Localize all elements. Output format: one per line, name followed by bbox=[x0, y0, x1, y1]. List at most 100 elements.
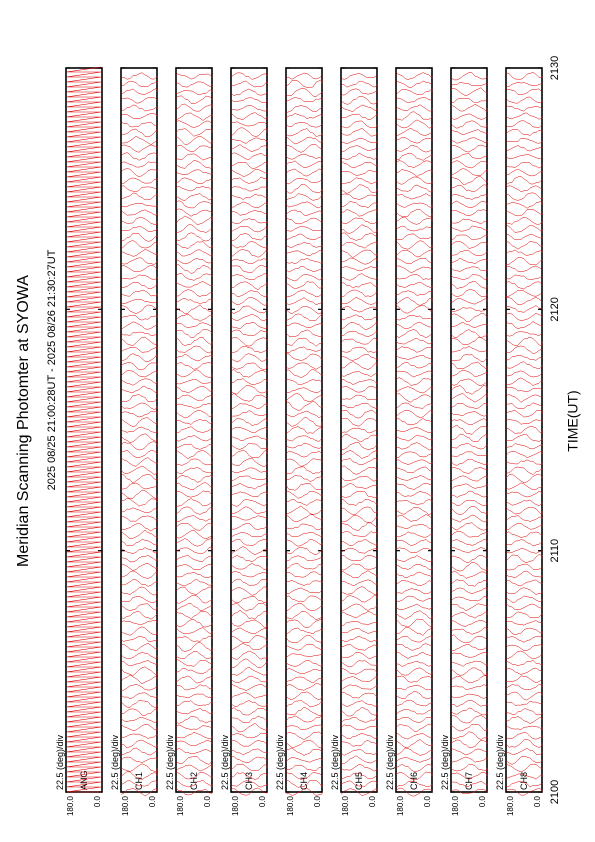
series-line bbox=[175, 135, 213, 145]
series-line bbox=[505, 603, 543, 610]
series-line bbox=[120, 449, 158, 458]
series-line bbox=[285, 610, 323, 621]
scale-label: 22.5 (deg)/div bbox=[55, 734, 65, 790]
series-line bbox=[120, 529, 158, 539]
series-line bbox=[285, 772, 323, 780]
series-line bbox=[230, 127, 268, 137]
series-line bbox=[505, 515, 543, 522]
series-line bbox=[505, 482, 543, 491]
panel-frame bbox=[120, 67, 158, 793]
panel-ang: 0.0 180.0 ANG 22.5 (deg)/div bbox=[55, 66, 103, 816]
series-line bbox=[340, 138, 378, 145]
series-line bbox=[230, 385, 268, 395]
series-line bbox=[340, 320, 378, 330]
series-line bbox=[395, 249, 433, 258]
series-line bbox=[285, 731, 323, 741]
series-line bbox=[340, 371, 378, 377]
series-line bbox=[230, 643, 268, 651]
y-tick-label: 0.0 bbox=[478, 795, 487, 807]
series-line bbox=[340, 643, 378, 651]
series-line bbox=[120, 304, 158, 314]
series-line bbox=[121, 507, 158, 514]
series-line bbox=[285, 362, 323, 370]
series-line bbox=[340, 724, 378, 731]
series-line bbox=[120, 441, 158, 451]
series-line bbox=[230, 225, 268, 233]
series-line bbox=[285, 257, 323, 265]
series-line bbox=[120, 192, 158, 201]
y-tick-label: 0.0 bbox=[313, 795, 322, 807]
series-line bbox=[285, 274, 323, 282]
series-line bbox=[395, 571, 433, 578]
series-line bbox=[395, 97, 433, 104]
series-line bbox=[395, 539, 433, 546]
series-line bbox=[340, 217, 378, 224]
series-line bbox=[285, 393, 323, 403]
series-line bbox=[505, 627, 543, 636]
series-line bbox=[230, 763, 268, 771]
series-line bbox=[120, 378, 158, 386]
series-line bbox=[395, 346, 433, 353]
series-line bbox=[175, 329, 213, 339]
series-line bbox=[175, 369, 213, 378]
series-line bbox=[450, 610, 488, 619]
series-line bbox=[120, 610, 158, 620]
series-line bbox=[450, 764, 488, 772]
y-tick-label: 0.0 bbox=[258, 795, 267, 807]
series-line bbox=[340, 177, 378, 185]
series-line bbox=[230, 105, 268, 112]
series-line bbox=[395, 72, 433, 81]
series-line bbox=[450, 707, 488, 716]
series-line bbox=[286, 747, 323, 756]
series-line bbox=[230, 337, 268, 347]
series-line bbox=[505, 312, 543, 321]
series-line bbox=[505, 240, 543, 250]
series-line bbox=[395, 691, 433, 700]
series-line bbox=[230, 675, 268, 683]
series-line bbox=[450, 458, 488, 466]
series-line bbox=[505, 426, 543, 435]
series-line bbox=[120, 274, 158, 280]
series-line bbox=[285, 183, 323, 194]
series-line bbox=[450, 433, 488, 442]
series-line bbox=[285, 634, 323, 643]
series-line bbox=[340, 184, 378, 194]
series-line bbox=[120, 620, 158, 625]
series-line bbox=[340, 611, 378, 619]
series-line bbox=[450, 307, 488, 313]
series-line bbox=[450, 554, 488, 563]
series-line bbox=[340, 305, 378, 313]
series-line bbox=[285, 490, 323, 499]
series-line bbox=[285, 706, 323, 717]
series-line bbox=[230, 152, 268, 160]
series-line bbox=[505, 450, 543, 458]
series-line bbox=[340, 433, 378, 442]
series-line bbox=[450, 184, 488, 192]
series-line bbox=[505, 548, 543, 554]
series-line bbox=[230, 194, 268, 200]
series-line bbox=[285, 322, 323, 329]
series-line bbox=[120, 336, 158, 346]
series-line bbox=[175, 264, 213, 274]
series-line bbox=[230, 482, 268, 490]
series-line bbox=[395, 780, 433, 788]
series-line bbox=[395, 466, 433, 474]
series-line bbox=[340, 457, 378, 465]
series-line bbox=[175, 281, 213, 288]
series-line bbox=[505, 570, 543, 579]
series-line bbox=[175, 506, 213, 515]
series-line bbox=[285, 250, 323, 256]
series-line bbox=[285, 79, 323, 88]
y-tick-label: 0.0 bbox=[533, 795, 542, 807]
panel-ch6: 0.0 180.0 CH6 22.5 (deg)/div bbox=[385, 67, 433, 816]
series-line bbox=[450, 731, 488, 740]
series-line bbox=[340, 749, 378, 756]
series-line bbox=[120, 410, 158, 418]
y-tick-label: 0.0 bbox=[203, 795, 212, 807]
series-line bbox=[395, 427, 433, 434]
series-line bbox=[395, 402, 433, 409]
series-line bbox=[505, 763, 543, 773]
series-line bbox=[395, 732, 433, 740]
series-line bbox=[175, 458, 213, 466]
series-line bbox=[230, 498, 268, 507]
